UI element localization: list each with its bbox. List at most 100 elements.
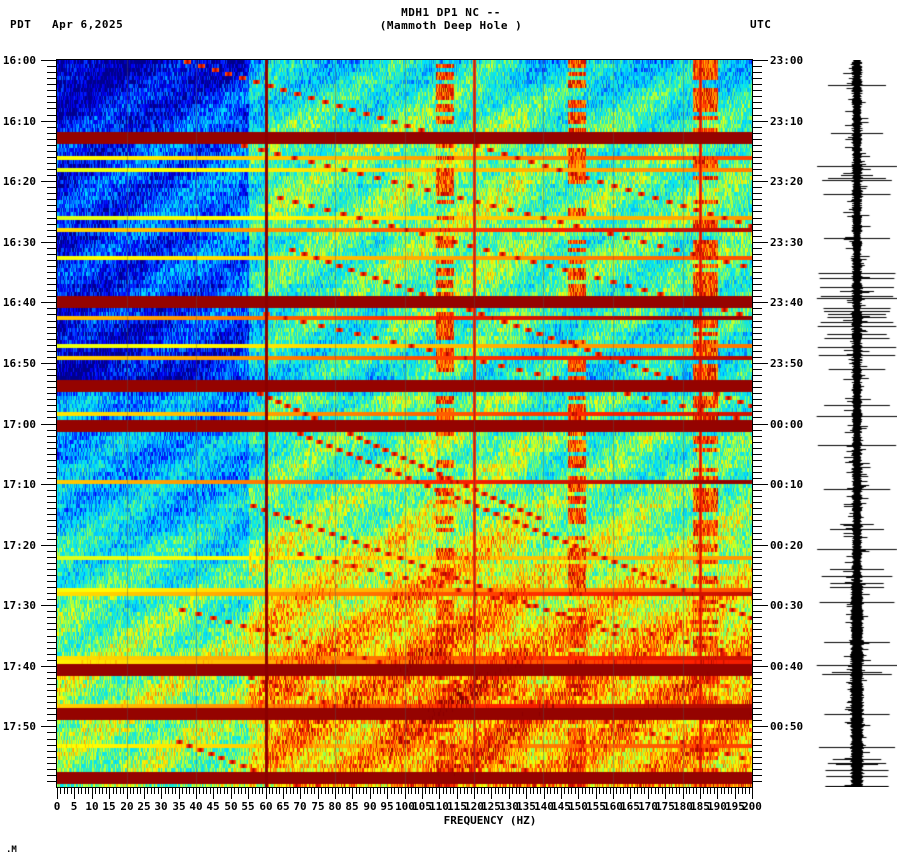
x-tick-label: 45 xyxy=(206,800,220,813)
x-tick-minor xyxy=(276,788,277,794)
y-tick-minor-right xyxy=(753,399,762,400)
x-tick-major xyxy=(752,788,753,799)
y-tick-minor-left xyxy=(47,490,56,491)
x-tick-minor xyxy=(373,788,374,794)
y-tick-minor-left xyxy=(47,642,56,643)
y-tick-minor-left xyxy=(47,139,56,140)
y-tick-minor-left xyxy=(47,454,56,455)
x-tick-label: 145 xyxy=(551,800,571,813)
x-tick-minor xyxy=(495,788,496,794)
x-tick-label: 75 xyxy=(311,800,325,813)
y-tick-minor-left xyxy=(47,411,56,412)
x-tick-label: 60 xyxy=(259,800,273,813)
date-label: Apr 6,2025 xyxy=(52,18,124,31)
x-tick-minor xyxy=(220,788,221,794)
x-tick-major xyxy=(370,788,371,799)
y-tick-minor-right xyxy=(753,211,762,212)
x-tick-major xyxy=(735,788,736,799)
y-tick-minor-left xyxy=(47,763,56,764)
y-tick-major-left xyxy=(41,545,56,546)
x-tick-minor xyxy=(411,788,412,794)
timezone-label-left: PDT xyxy=(10,18,32,31)
y-tick-minor-left xyxy=(47,720,56,721)
y-tick-minor-left xyxy=(47,405,56,406)
y-tick-minor-right xyxy=(753,72,762,73)
y-tick-minor-right xyxy=(753,339,762,340)
x-tick-label: 115 xyxy=(447,800,467,813)
y-tick-minor-right xyxy=(753,284,762,285)
y-tick-minor-right xyxy=(753,636,762,637)
plot-border-bottom xyxy=(56,787,753,788)
x-tick-label: 160 xyxy=(603,800,623,813)
station-title: MDH1 DP1 NC -- xyxy=(401,6,501,19)
x-tick-minor xyxy=(742,788,743,794)
x-tick-minor xyxy=(696,788,697,794)
y-tick-minor-left xyxy=(47,157,56,158)
y-tick-minor-left xyxy=(47,108,56,109)
y-tick-minor-left xyxy=(47,533,56,534)
y-tick-major-left xyxy=(41,666,56,667)
y-tick-minor-left xyxy=(47,351,56,352)
x-tick-minor xyxy=(380,788,381,794)
x-tick-label: 90 xyxy=(363,800,377,813)
y-tick-minor-left xyxy=(47,321,56,322)
y-tick-minor-right xyxy=(753,375,762,376)
y-tick-minor-right xyxy=(753,660,762,661)
y-tick-minor-left xyxy=(47,133,56,134)
x-tick-minor xyxy=(391,788,392,794)
x-tick-minor xyxy=(502,788,503,794)
y-tick-minor-right xyxy=(753,642,762,643)
x-tick-major xyxy=(196,788,197,799)
y-tick-minor-right xyxy=(753,108,762,109)
x-tick-label: 150 xyxy=(568,800,588,813)
y-tick-major-right xyxy=(753,242,768,243)
x-tick-minor xyxy=(81,788,82,794)
x-tick-major xyxy=(335,788,336,799)
y-tick-minor-left xyxy=(47,563,56,564)
y-tick-label-left: 16:20 xyxy=(2,175,36,188)
y-tick-minor-left xyxy=(47,193,56,194)
y-tick-label-left: 16:40 xyxy=(2,296,36,309)
x-tick-minor xyxy=(745,788,746,794)
y-tick-major-left xyxy=(41,726,56,727)
x-tick-minor xyxy=(571,788,572,794)
y-tick-label-right: 23:20 xyxy=(770,175,804,188)
x-tick-major xyxy=(665,788,666,799)
y-tick-major-left xyxy=(41,121,56,122)
x-tick-major xyxy=(648,788,649,799)
y-tick-minor-left xyxy=(47,623,56,624)
y-tick-label-left: 17:20 xyxy=(2,539,36,552)
y-tick-minor-right xyxy=(753,430,762,431)
x-tick-minor xyxy=(199,788,200,794)
x-tick-minor xyxy=(662,788,663,794)
station-subtitle: (Mammoth Deep Hole ) xyxy=(379,19,523,32)
y-tick-minor-right xyxy=(753,205,762,206)
x-tick-minor xyxy=(641,788,642,794)
y-tick-minor-left xyxy=(47,775,56,776)
x-tick-minor xyxy=(418,788,419,794)
x-tick-minor xyxy=(689,788,690,794)
y-tick-minor-left xyxy=(47,357,56,358)
y-tick-minor-left xyxy=(47,442,56,443)
y-tick-label-right: 23:00 xyxy=(770,54,804,67)
x-tick-minor xyxy=(88,788,89,794)
y-tick-label-left: 17:10 xyxy=(2,478,36,491)
x-tick-minor xyxy=(359,788,360,794)
x-tick-label: 35 xyxy=(172,800,186,813)
x-tick-minor xyxy=(537,788,538,794)
y-tick-minor-right xyxy=(753,672,762,673)
x-tick-major xyxy=(92,788,93,799)
y-tick-minor-right xyxy=(753,333,762,334)
y-tick-minor-left xyxy=(47,629,56,630)
y-tick-minor-left xyxy=(47,78,56,79)
y-tick-minor-left xyxy=(47,448,56,449)
y-tick-minor-right xyxy=(753,539,762,540)
y-tick-minor-right xyxy=(753,593,762,594)
y-tick-label-left: 17:50 xyxy=(2,720,36,733)
y-tick-label-left: 16:00 xyxy=(2,54,36,67)
y-tick-minor-right xyxy=(753,345,762,346)
x-tick-minor xyxy=(172,788,173,794)
y-tick-minor-right xyxy=(753,248,762,249)
y-tick-minor-left xyxy=(47,508,56,509)
x-tick-major xyxy=(509,788,510,799)
